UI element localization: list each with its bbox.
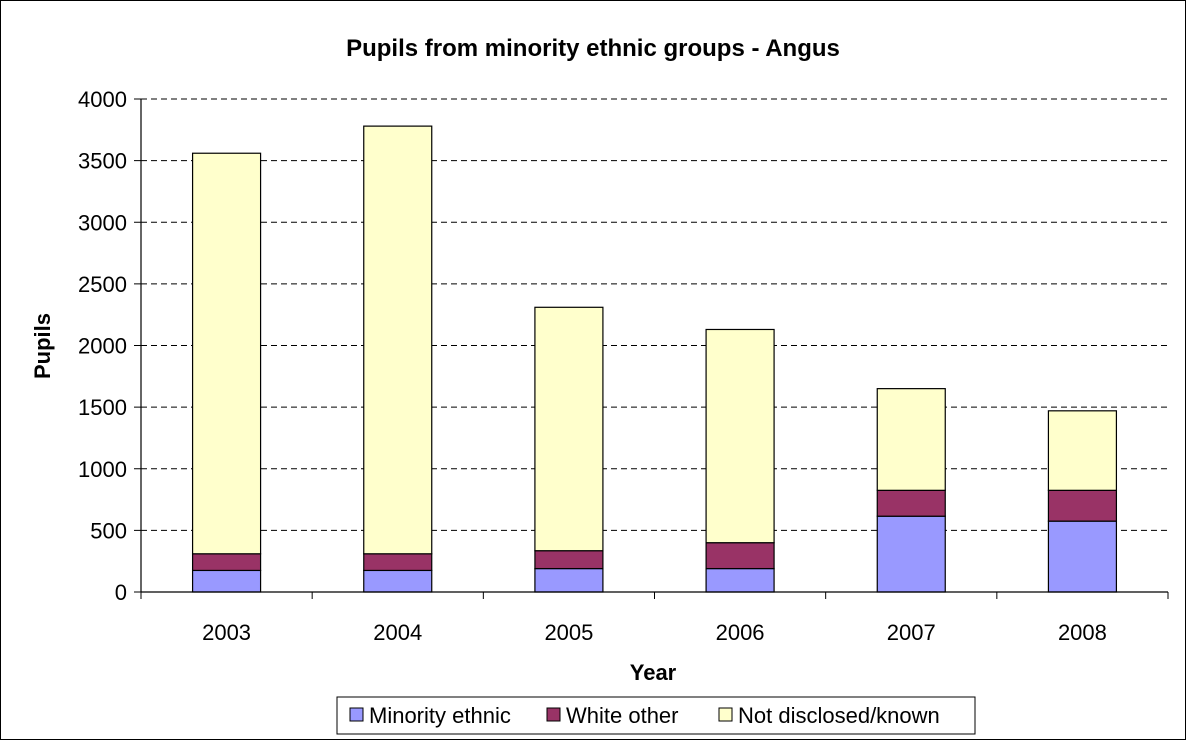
- bar-segment-minority-ethnic-2008: [1047, 520, 1118, 593]
- x-axis-title: Year: [630, 660, 677, 685]
- legend: Minority ethnic White other Not disclosed/…: [336, 696, 976, 735]
- bar-segment-white-other-2005: [534, 550, 604, 570]
- bars: [191, 125, 1118, 593]
- bar-segment-white-other-2007: [876, 489, 946, 517]
- legend-label: White other: [566, 703, 679, 728]
- y-axis-title: Pupils: [30, 313, 55, 379]
- bar-segment-not-disclosed-known-2003: [191, 152, 262, 555]
- y-tick-label: 3500: [78, 149, 127, 174]
- bar-segment-white-other-2003: [191, 553, 262, 572]
- bar-segment-minority-ethnic-2007: [876, 515, 946, 593]
- gridlines: [134, 98, 1168, 593]
- y-tick-label: 0: [115, 580, 127, 605]
- y-tick-label: 4000: [78, 87, 127, 112]
- y-tick-labels: 0 500 1000 1500 2000 2500 3000 3500 4000: [78, 87, 127, 605]
- y-tick-label: 3000: [78, 210, 127, 235]
- bar-segment-not-disclosed-known-2004: [363, 125, 433, 555]
- legend-label: Minority ethnic: [369, 703, 511, 728]
- legend-label: Not disclosed/known: [738, 703, 940, 728]
- bar-segment-not-disclosed-known-2007: [876, 388, 946, 491]
- x-tick-label: 2004: [373, 620, 422, 645]
- y-tick-label: 1500: [78, 395, 127, 420]
- y-tick-label: 2000: [78, 334, 127, 359]
- bar-segment-minority-ethnic-2003: [191, 569, 262, 593]
- bar-segment-white-other-2008: [1047, 489, 1118, 522]
- x-tick-label: 2006: [716, 620, 765, 645]
- legend-swatch: [718, 707, 733, 722]
- bar-segment-minority-ethnic-2006: [705, 567, 775, 593]
- legend-swatch: [349, 707, 364, 722]
- x-tick-labels: 2003 2004 2005 2006 2007 2008: [202, 620, 1107, 645]
- axes: [140, 99, 1169, 599]
- chart-title: Pupils from minority ethnic groups - Ang…: [346, 35, 840, 62]
- y-tick-label: 2500: [78, 272, 127, 297]
- y-tick-label: 1000: [78, 457, 127, 482]
- x-tick-label: 2008: [1058, 620, 1107, 645]
- bar-segment-white-other-2004: [363, 553, 433, 572]
- x-tick-label: 2005: [544, 620, 593, 645]
- bar-segment-white-other-2006: [705, 542, 775, 570]
- bar-segment-not-disclosed-known-2006: [705, 328, 775, 544]
- x-tick-label: 2003: [202, 620, 251, 645]
- x-tick-label: 2007: [887, 620, 936, 645]
- bar-segment-not-disclosed-known-2008: [1047, 410, 1118, 491]
- bar-segment-minority-ethnic-2005: [534, 567, 604, 593]
- bar-segment-minority-ethnic-2004: [363, 569, 433, 593]
- bar-segment-not-disclosed-known-2005: [534, 306, 604, 552]
- y-tick-label: 500: [90, 518, 127, 543]
- legend-swatch: [546, 707, 561, 722]
- legend-box: [336, 696, 976, 735]
